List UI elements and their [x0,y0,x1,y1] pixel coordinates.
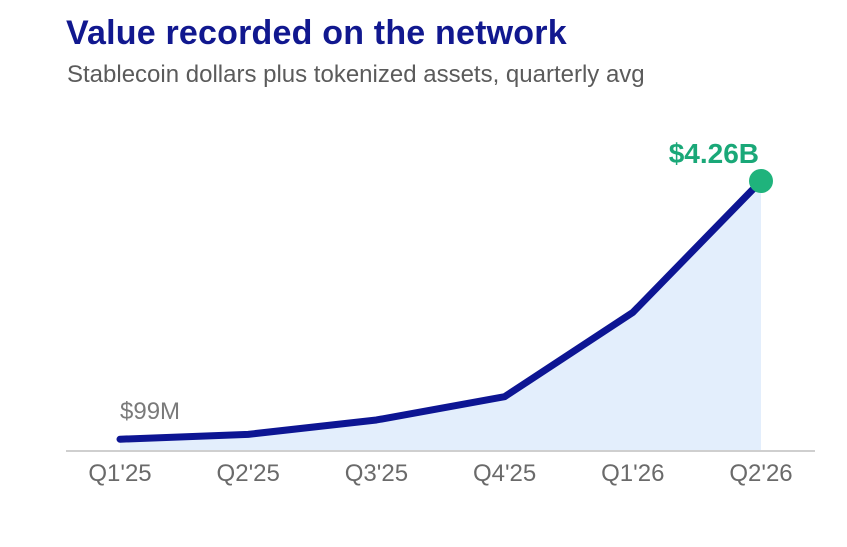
x-tick-label: Q2'25 [217,460,280,487]
end-point-marker [749,169,773,193]
chart-title: Value recorded on the network [66,14,567,52]
x-axis-ticks: Q1'25 Q2'25 Q3'25 Q4'25 Q1'26 Q2'26 [88,460,792,487]
x-tick-label: Q1'25 [88,460,151,487]
end-value-label: $4.26B [669,138,759,169]
x-tick-label: Q4'25 [473,460,536,487]
chart-subtitle: Stablecoin dollars plus tokenized assets… [67,61,645,88]
x-tick-label: Q1'26 [601,460,664,487]
x-tick-label: Q2'26 [729,460,792,487]
start-value-label: $99M [120,398,180,425]
area-fill [120,181,761,451]
series-line [116,177,765,443]
x-tick-label: Q3'25 [345,460,408,487]
